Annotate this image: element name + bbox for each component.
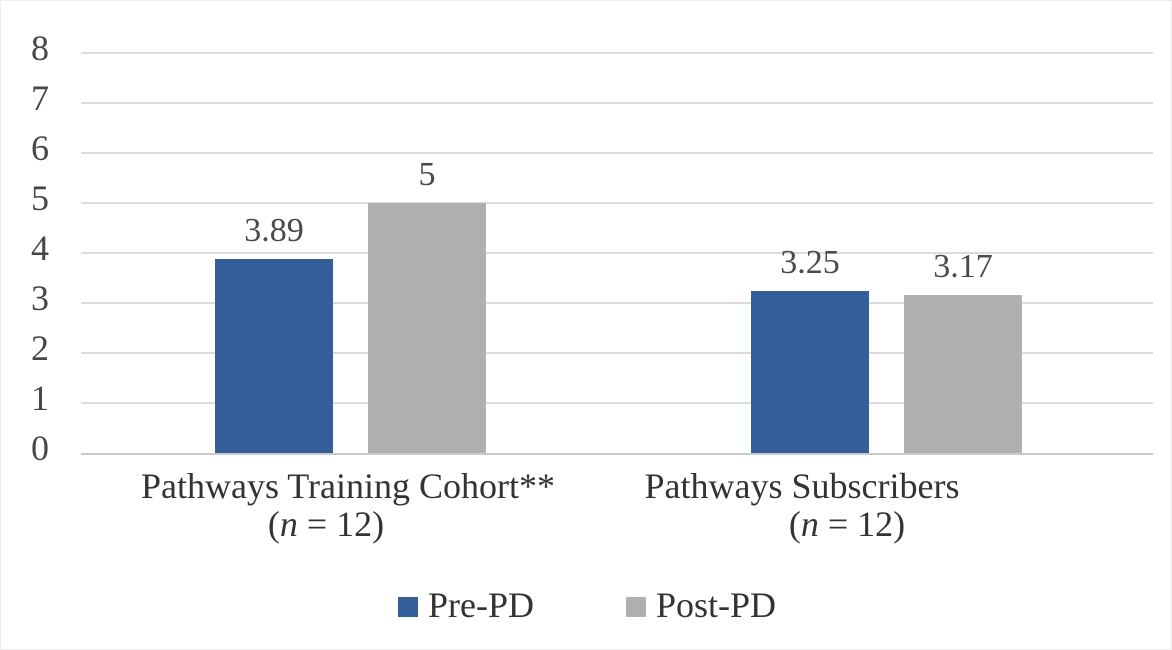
post-pd-swatch-icon xyxy=(625,597,646,617)
y-axis-tick-label: 6 xyxy=(31,128,49,168)
legend-label-post-pd: Post-PD xyxy=(655,585,777,625)
n-variable: n xyxy=(800,504,819,544)
y-axis-tick-label: 8 xyxy=(31,28,49,68)
n-variable: n xyxy=(279,504,298,544)
bar-pre-pd xyxy=(751,290,869,453)
category-label-subscribers-line1: Pathways Subscribers xyxy=(644,466,960,506)
gridline xyxy=(81,102,1153,104)
category-label-training-cohort-line1: Pathways Training Cohort** xyxy=(140,466,556,506)
category-label-training-cohort-line2: (n = 12) xyxy=(26,505,626,543)
category-label-subscribers-line2: (n = 12) xyxy=(547,505,1147,543)
legend-label-pre-pd: Pre-PD xyxy=(427,585,534,625)
gridline xyxy=(81,252,1153,254)
y-axis-tick-label: 7 xyxy=(31,78,49,118)
gridline xyxy=(81,352,1153,354)
gridline xyxy=(81,202,1153,204)
paren-open: ( xyxy=(788,504,801,544)
y-axis-tick-label: 0 xyxy=(31,428,49,468)
y-axis-tick-label: 1 xyxy=(31,378,49,418)
x-axis-line xyxy=(81,453,1153,455)
bar-value-label: 3.89 xyxy=(244,211,304,249)
legend: Pre-PD Post-PD xyxy=(1,585,1172,625)
bar-post-pd xyxy=(904,294,1022,453)
bar-value-label: 3.25 xyxy=(780,243,840,281)
y-axis-tick-label: 3 xyxy=(31,278,49,318)
gridline xyxy=(81,302,1153,304)
bar-pre-pd xyxy=(215,258,333,453)
gridline xyxy=(81,52,1153,54)
gridline xyxy=(81,402,1153,404)
paren-open: ( xyxy=(267,504,280,544)
bar-post-pd xyxy=(368,203,486,453)
y-axis-tick-label: 4 xyxy=(31,228,49,268)
y-axis-tick-label: 2 xyxy=(31,328,49,368)
bar-value-label: 3.17 xyxy=(933,247,993,285)
legend-item-pre-pd: Pre-PD xyxy=(397,585,534,625)
pre-pd-swatch-icon xyxy=(397,597,418,617)
y-axis-tick-label: 5 xyxy=(31,178,49,218)
bar-value-label: 5 xyxy=(418,156,436,193)
gridline xyxy=(81,152,1153,154)
n-value: = 12) xyxy=(297,504,385,544)
legend-item-post-pd: Post-PD xyxy=(625,585,777,625)
n-value: = 12) xyxy=(818,504,906,544)
